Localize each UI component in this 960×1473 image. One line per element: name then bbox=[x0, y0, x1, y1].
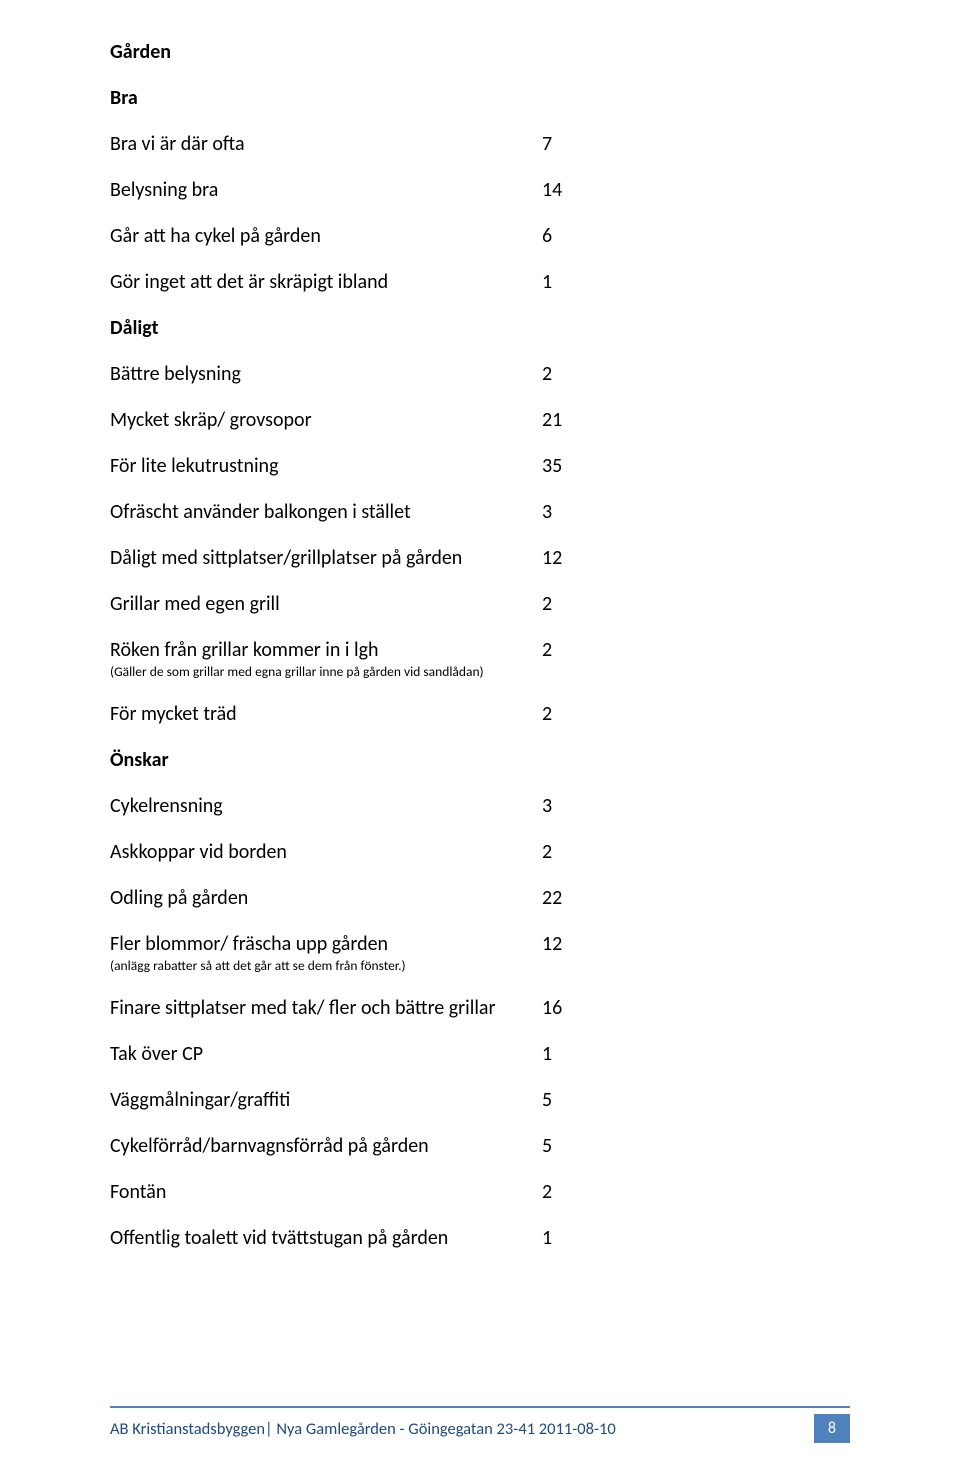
page-footer: AB Kristianstadsbyggen| Nya Gamlegården … bbox=[110, 1406, 850, 1443]
list-item: För lite lekutrustning 35 bbox=[110, 454, 850, 478]
item-value: 7 bbox=[542, 132, 602, 156]
item-value: 1 bbox=[542, 1226, 602, 1250]
item-subnote: (anlägg rabatter så att det går att se d… bbox=[110, 958, 830, 974]
item-value: 1 bbox=[542, 270, 602, 294]
group-list: Bättre belysning 2 Mycket skräp/ grovsop… bbox=[110, 362, 850, 726]
list-item: Askkoppar vid borden 2 bbox=[110, 840, 850, 864]
item-value: 2 bbox=[542, 362, 602, 386]
list-item: Belysning bra 14 bbox=[110, 178, 850, 202]
item-label: Cykelrensning bbox=[110, 794, 223, 818]
item-label: Belysning bra bbox=[110, 178, 218, 202]
item-value: 3 bbox=[542, 500, 602, 524]
list-item: Dåligt med sittplatser/grillplatser på g… bbox=[110, 546, 850, 570]
item-label: För mycket träd bbox=[110, 702, 237, 726]
item-value: 5 bbox=[542, 1134, 602, 1158]
list-item: Cykelrensning 3 bbox=[110, 794, 850, 818]
item-value: 1 bbox=[542, 1042, 602, 1066]
group-list: Cykelrensning 3 Askkoppar vid borden 2 O… bbox=[110, 794, 850, 1250]
list-item: Odling på gården 22 bbox=[110, 886, 850, 910]
item-label: Väggmålningar/graffiti bbox=[110, 1088, 290, 1112]
section-title: Gården bbox=[110, 40, 850, 64]
item-value: 14 bbox=[542, 178, 602, 202]
list-item: Cykelförråd/barnvagnsförråd på gården 5 bbox=[110, 1134, 850, 1158]
item-label: För lite lekutrustning bbox=[110, 454, 278, 478]
item-label: Cykelförråd/barnvagnsförråd på gården bbox=[110, 1134, 429, 1158]
item-label: Mycket skräp/ grovsopor bbox=[110, 408, 312, 432]
item-value: 2 bbox=[542, 1180, 602, 1204]
list-item: Bra vi är där ofta 7 bbox=[110, 132, 850, 156]
item-value: 2 bbox=[542, 702, 602, 726]
list-item: Grillar med egen grill 2 bbox=[110, 592, 850, 616]
list-item: Väggmålningar/graffiti 5 bbox=[110, 1088, 850, 1112]
list-item: Fontän 2 bbox=[110, 1180, 850, 1204]
item-label: Ofräscht använder balkongen i stället bbox=[110, 500, 411, 524]
item-value: 5 bbox=[542, 1088, 602, 1112]
item-label: Finare sittplatser med tak/ fler och bät… bbox=[110, 996, 495, 1020]
list-item: Gör inget att det är skräpigt ibland 1 bbox=[110, 270, 850, 294]
list-item: Röken från grillar kommer in i lgh (Gäll… bbox=[110, 638, 850, 680]
item-label: Tak över CP bbox=[110, 1042, 203, 1066]
list-item: Tak över CP 1 bbox=[110, 1042, 850, 1066]
item-value: 3 bbox=[542, 794, 602, 818]
item-label: Fontän bbox=[110, 1180, 166, 1204]
item-label: Offentlig toalett vid tvättstugan på går… bbox=[110, 1226, 448, 1250]
item-value: 21 bbox=[542, 408, 602, 432]
item-label: Odling på gården bbox=[110, 886, 248, 910]
item-value: 2 bbox=[542, 592, 602, 616]
list-item: Mycket skräp/ grovsopor 21 bbox=[110, 408, 850, 432]
page-number: 8 bbox=[814, 1414, 850, 1443]
item-value: 2 bbox=[542, 840, 602, 864]
item-label: Gör inget att det är skräpigt ibland bbox=[110, 270, 388, 294]
item-label: Askkoppar vid borden bbox=[110, 840, 287, 864]
footer-text: AB Kristianstadsbyggen| Nya Gamlegården … bbox=[110, 1419, 616, 1439]
item-value: 12 bbox=[542, 932, 602, 956]
group-list: Bra vi är där ofta 7 Belysning bra 14 Gå… bbox=[110, 132, 850, 294]
item-value: 35 bbox=[542, 454, 602, 478]
list-item: Ofräscht använder balkongen i stället 3 bbox=[110, 500, 850, 524]
item-label: Bra vi är där ofta bbox=[110, 132, 245, 156]
content-area: Gården Bra Bra vi är där ofta 7 Belysnin… bbox=[110, 40, 850, 1366]
list-item: Går att ha cykel på gården 6 bbox=[110, 224, 850, 248]
document-page: Gården Bra Bra vi är där ofta 7 Belysnin… bbox=[0, 0, 960, 1473]
item-label: Bättre belysning bbox=[110, 362, 241, 386]
item-label: Dåligt med sittplatser/grillplatser på g… bbox=[110, 546, 462, 570]
group-heading: Önskar bbox=[110, 748, 850, 772]
list-item: Finare sittplatser med tak/ fler och bät… bbox=[110, 996, 850, 1020]
list-item: Bättre belysning 2 bbox=[110, 362, 850, 386]
list-item: Fler blommor/ fräscha upp gården (anlägg… bbox=[110, 932, 850, 974]
item-label: Grillar med egen grill bbox=[110, 592, 280, 616]
item-label: Fler blommor/ fräscha upp gården bbox=[110, 932, 388, 956]
list-item: Offentlig toalett vid tvättstugan på går… bbox=[110, 1226, 850, 1250]
item-label: Går att ha cykel på gården bbox=[110, 224, 321, 248]
item-label: Röken från grillar kommer in i lgh bbox=[110, 638, 379, 662]
item-value: 6 bbox=[542, 224, 602, 248]
list-item: För mycket träd 2 bbox=[110, 702, 850, 726]
group-heading: Dåligt bbox=[110, 316, 850, 340]
item-value: 16 bbox=[542, 996, 602, 1020]
item-value: 12 bbox=[542, 546, 602, 570]
item-subnote: (Gäller de som grillar med egna grillar … bbox=[110, 664, 830, 680]
item-value: 22 bbox=[542, 886, 602, 910]
group-heading: Bra bbox=[110, 86, 850, 110]
item-value: 2 bbox=[542, 638, 602, 662]
